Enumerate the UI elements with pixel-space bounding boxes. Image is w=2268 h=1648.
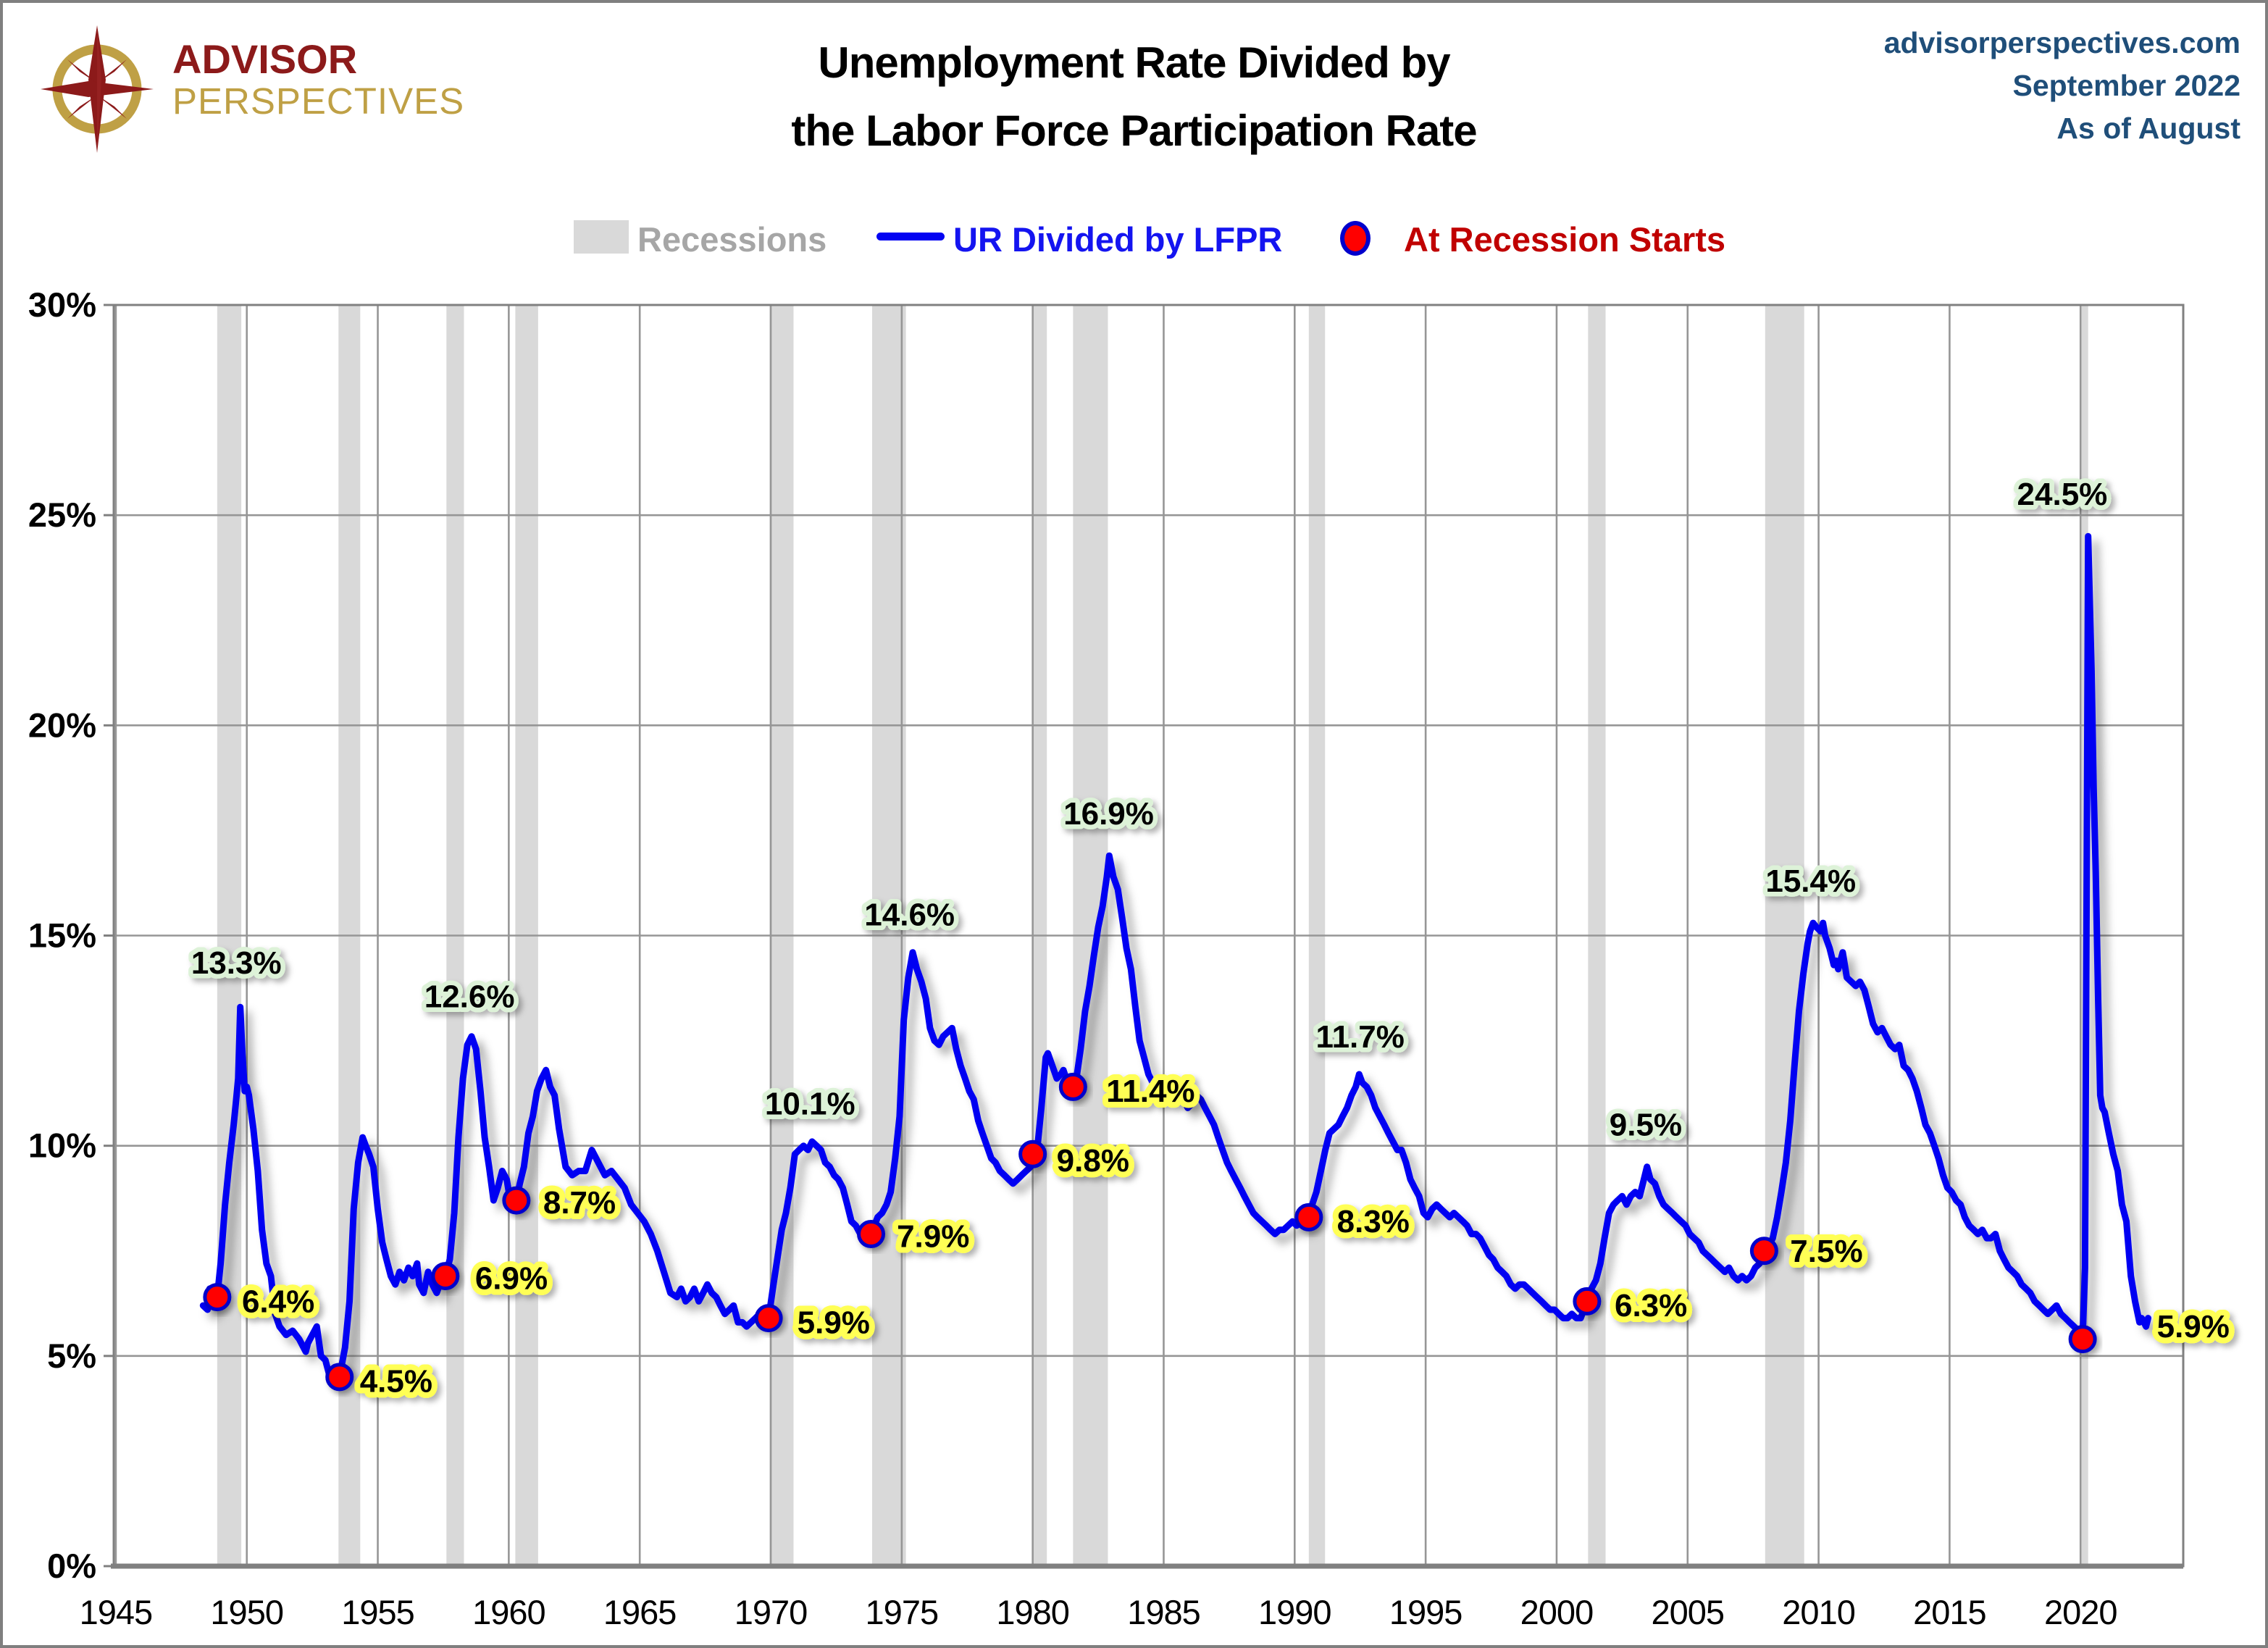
recession-start-dot [431, 1262, 460, 1291]
start-label: 5.9% [798, 1305, 870, 1340]
chart-svg: 0% 5% 10% 15% 20% 25% 30% 1945 1950 1955 1960 1965 1… [28, 285, 2235, 1631]
tick-labels: 0% 5% 10% 15% 20% 25% 30% 1945 1950 1955 1960 1965 1… [28, 285, 2118, 1631]
legend-label-dots: At Recession Starts [1404, 220, 1726, 259]
peak-label: 24.5% [2017, 477, 2108, 512]
x-tick-label: 1960 [472, 1593, 545, 1631]
x-tick-label: 2020 [2044, 1593, 2117, 1631]
recession-start-dot [502, 1186, 531, 1215]
peak-label: 10.1% [765, 1087, 855, 1122]
x-tick-label: 2000 [1520, 1593, 1594, 1631]
x-tick-label: 1945 [80, 1593, 153, 1631]
x-tick-label: 2015 [1913, 1593, 1986, 1631]
source-url: advisorperspectives.com [1883, 26, 2240, 59]
recession-start-dot [1749, 1237, 1778, 1266]
start-label: 8.3% [1337, 1204, 1410, 1239]
x-tick-label: 2010 [1782, 1593, 1855, 1631]
legend-label-series: UR Divided by LFPR [953, 220, 1283, 259]
start-label: 5.9% [2157, 1309, 2230, 1344]
x-tick-label: 1970 [735, 1593, 808, 1631]
start-label: 7.5% [1790, 1234, 1862, 1269]
y-tick-label: 15% [28, 916, 96, 955]
chart-title-line2: the Labor Force Participation Rate [791, 106, 1477, 155]
y-tick-label: 0% [47, 1547, 96, 1585]
chart-title: Unemployment Rate Divided by the Labor F… [510, 29, 1758, 165]
start-label: 4.5% [360, 1364, 432, 1400]
recession-start-dot-icon [1340, 221, 1371, 256]
start-label: 9.8% [1057, 1143, 1129, 1179]
recession-swatch-icon [574, 220, 629, 254]
x-tick-label: 1990 [1258, 1593, 1331, 1631]
recession-start-dot [1573, 1287, 1602, 1316]
recession-start-dot [857, 1220, 886, 1249]
start-label: 6.4% [242, 1284, 314, 1319]
advisor-perspectives-logo: ADVISOR PERSPECTIVES [33, 22, 464, 156]
logo-advisor: ADVISOR [172, 36, 358, 82]
logo-perspectives: PERSPECTIVES [172, 80, 465, 122]
x-tick-label: 1980 [996, 1593, 1069, 1631]
x-tick-label: 1985 [1127, 1593, 1200, 1631]
start-label: 7.9% [897, 1218, 969, 1254]
y-tick-label: 20% [28, 706, 96, 744]
start-label: 6.9% [475, 1260, 548, 1296]
x-tick-label: 1975 [866, 1593, 939, 1631]
recession-start-dot [1018, 1139, 1047, 1168]
peak-label: 14.6% [864, 897, 955, 932]
recession-start-dot [2068, 1325, 2097, 1354]
annotations: 13.3% 12.6% 10.1% 14.6% 16.9% 11.7% 9.5% 15.4% 2… [186, 472, 2235, 1405]
logo-text: ADVISOR PERSPECTIVES [172, 39, 464, 120]
recession-start-dot [203, 1283, 232, 1312]
peak-label: 12.6% [424, 979, 515, 1015]
source-date: September 2022 [2012, 69, 2240, 102]
start-label: 8.7% [543, 1185, 616, 1221]
x-tick-label: 2005 [1651, 1593, 1724, 1631]
peak-label: 9.5% [1610, 1108, 1682, 1143]
peak-label: 16.9% [1063, 796, 1154, 832]
x-tick-label: 1965 [603, 1593, 677, 1631]
source-asof: As of August [2056, 112, 2240, 145]
y-tick-label: 10% [28, 1126, 96, 1165]
y-tick-label: 5% [47, 1337, 96, 1375]
axes [104, 304, 2185, 1569]
chart-title-line1: Unemployment Rate Divided by [818, 38, 1450, 87]
start-label: 11.4% [1106, 1074, 1194, 1109]
peak-label: 15.4% [1765, 863, 1856, 899]
recession-start-dot [1058, 1072, 1087, 1101]
series-line-icon [876, 233, 945, 240]
y-tick-label: 25% [28, 495, 96, 534]
legend-label-recessions: Recessions [637, 220, 827, 259]
compass-star-icon [41, 25, 154, 153]
source-block: advisorperspectives.com September 2022 A… [1884, 22, 2240, 150]
peak-label: 11.7% [1316, 1019, 1405, 1055]
peak-label: 13.3% [191, 945, 282, 981]
recession-start-dot [1294, 1202, 1323, 1231]
start-label: 6.3% [1615, 1288, 1687, 1323]
recession-start-dot [325, 1363, 354, 1392]
y-tick-label: 30% [28, 285, 96, 324]
recession-start-dots [203, 1072, 2097, 1392]
x-tick-label: 1950 [210, 1593, 283, 1631]
recession-start-dot [754, 1304, 783, 1333]
x-tick-label: 1995 [1389, 1593, 1463, 1631]
x-tick-label: 1955 [341, 1593, 414, 1631]
